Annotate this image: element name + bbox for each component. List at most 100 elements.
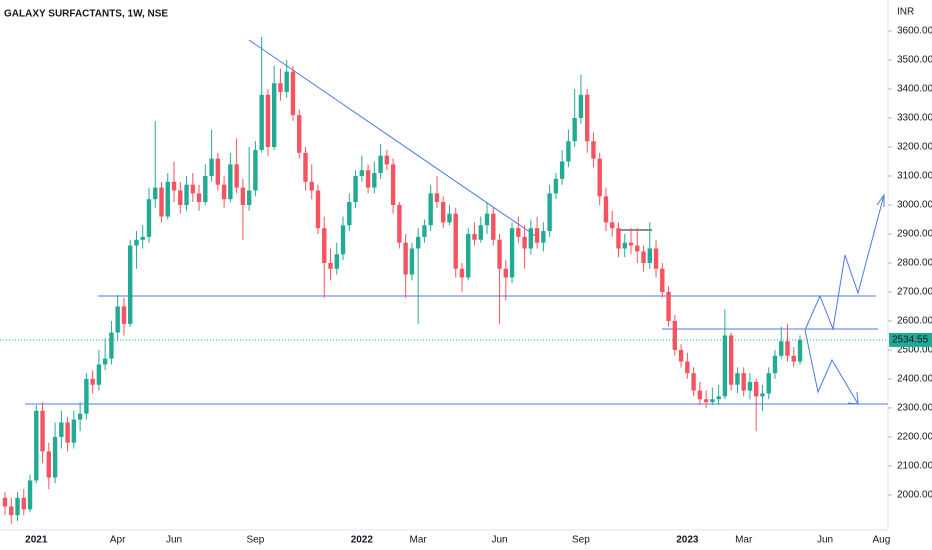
candle-body bbox=[428, 193, 433, 226]
last-price-label: 2534.55 bbox=[892, 335, 929, 346]
candle-body bbox=[146, 199, 152, 237]
axis-unit: INR bbox=[897, 7, 914, 18]
projection-up bbox=[804, 194, 885, 331]
candle-body bbox=[772, 355, 778, 374]
candle-body bbox=[466, 233, 471, 278]
candle-body bbox=[115, 306, 120, 333]
candle-body bbox=[390, 164, 396, 205]
candle-body bbox=[253, 149, 258, 191]
candle-body bbox=[422, 225, 427, 237]
candle-body bbox=[90, 378, 95, 385]
arrow-head bbox=[876, 193, 885, 207]
y-tick-label: 3200.00 bbox=[897, 142, 932, 153]
candle-body bbox=[785, 341, 790, 356]
candle-body bbox=[491, 213, 496, 240]
candle-body bbox=[334, 254, 339, 269]
candle-body bbox=[766, 373, 771, 394]
candle-body bbox=[259, 94, 264, 150]
candle-body bbox=[747, 381, 753, 391]
candle-body bbox=[779, 341, 784, 356]
candle-body bbox=[96, 364, 102, 385]
candle-body bbox=[666, 291, 671, 321]
candle-body bbox=[21, 497, 26, 510]
candle-body bbox=[754, 381, 759, 397]
candle-body bbox=[184, 184, 189, 205]
candle-body bbox=[497, 239, 502, 269]
candle-body bbox=[397, 204, 402, 243]
y-tick-label: 3100.00 bbox=[897, 171, 932, 182]
candle-body bbox=[710, 399, 715, 403]
candle-body bbox=[641, 251, 646, 263]
candle-body bbox=[509, 228, 515, 278]
candle-body bbox=[71, 419, 77, 443]
x-tick-label: Sep bbox=[247, 535, 265, 546]
candle-body bbox=[328, 262, 333, 269]
candle-body bbox=[128, 245, 133, 324]
candle-body bbox=[365, 170, 371, 188]
candle-body bbox=[534, 228, 540, 243]
candle-body bbox=[597, 158, 602, 197]
candle-body bbox=[616, 228, 621, 249]
candle-body bbox=[121, 306, 127, 324]
candle-body bbox=[434, 193, 440, 203]
candle-body bbox=[584, 94, 590, 142]
candle-body bbox=[516, 228, 521, 237]
candle-body bbox=[459, 268, 465, 278]
candle-body bbox=[178, 190, 183, 205]
candle-body bbox=[384, 155, 390, 165]
candle-body bbox=[578, 94, 584, 119]
candle-body bbox=[171, 181, 177, 191]
candle-body bbox=[735, 373, 740, 385]
candle-body bbox=[77, 413, 83, 420]
y-tick-label: 2100.00 bbox=[897, 461, 932, 472]
y-tick-label: 2500.00 bbox=[897, 345, 932, 356]
candle-body bbox=[240, 187, 246, 205]
y-tick-label: 3000.00 bbox=[897, 200, 932, 211]
candle-body bbox=[359, 170, 365, 176]
y-tick-label: 2900.00 bbox=[897, 229, 932, 240]
candle-body bbox=[478, 225, 483, 240]
candle-body bbox=[441, 202, 446, 223]
candle-body bbox=[484, 213, 490, 226]
y-tick-label: 3600.00 bbox=[897, 26, 932, 37]
candle-body bbox=[760, 393, 765, 397]
candle-body bbox=[541, 231, 546, 243]
candle-body bbox=[741, 373, 746, 391]
candle-body bbox=[572, 118, 577, 142]
candle-body bbox=[284, 71, 289, 92]
candle-body bbox=[278, 83, 283, 92]
candle-body bbox=[566, 141, 571, 162]
candle-body bbox=[447, 213, 452, 223]
y-tick-label: 2000.00 bbox=[897, 490, 932, 501]
candle-body bbox=[547, 193, 552, 232]
candle-body bbox=[591, 141, 596, 159]
y-tick-label: 2800.00 bbox=[897, 258, 932, 269]
candle-body bbox=[647, 248, 652, 263]
candle-body bbox=[153, 187, 158, 200]
x-tick-label: 2022 bbox=[351, 535, 374, 546]
x-tick-label: Jun bbox=[491, 535, 507, 546]
y-tick-label: 2200.00 bbox=[897, 432, 932, 443]
x-tick-label: Jun bbox=[817, 535, 833, 546]
x-tick-label: Mar bbox=[735, 535, 753, 546]
x-tick-label: Apr bbox=[110, 535, 126, 546]
y-tick-label: 2400.00 bbox=[897, 374, 932, 385]
candle-body bbox=[52, 436, 58, 478]
candle-body bbox=[791, 355, 796, 362]
candle-body bbox=[159, 187, 164, 217]
candle-body bbox=[472, 233, 477, 240]
chart-title: GALAXY SURFACTANTS, 1W, NSE bbox=[4, 9, 168, 20]
y-tick-label: 3500.00 bbox=[897, 55, 932, 66]
candle-body bbox=[372, 173, 377, 188]
projection-down bbox=[804, 329, 859, 405]
candle-body bbox=[2, 497, 8, 507]
candle-body bbox=[190, 184, 195, 194]
candle-body bbox=[265, 94, 271, 147]
candle-body bbox=[322, 228, 327, 263]
x-tick-label: Aug bbox=[873, 535, 891, 546]
arrow-head bbox=[847, 391, 859, 405]
candle-body bbox=[622, 242, 627, 249]
y-tick-label: 2300.00 bbox=[897, 403, 932, 414]
